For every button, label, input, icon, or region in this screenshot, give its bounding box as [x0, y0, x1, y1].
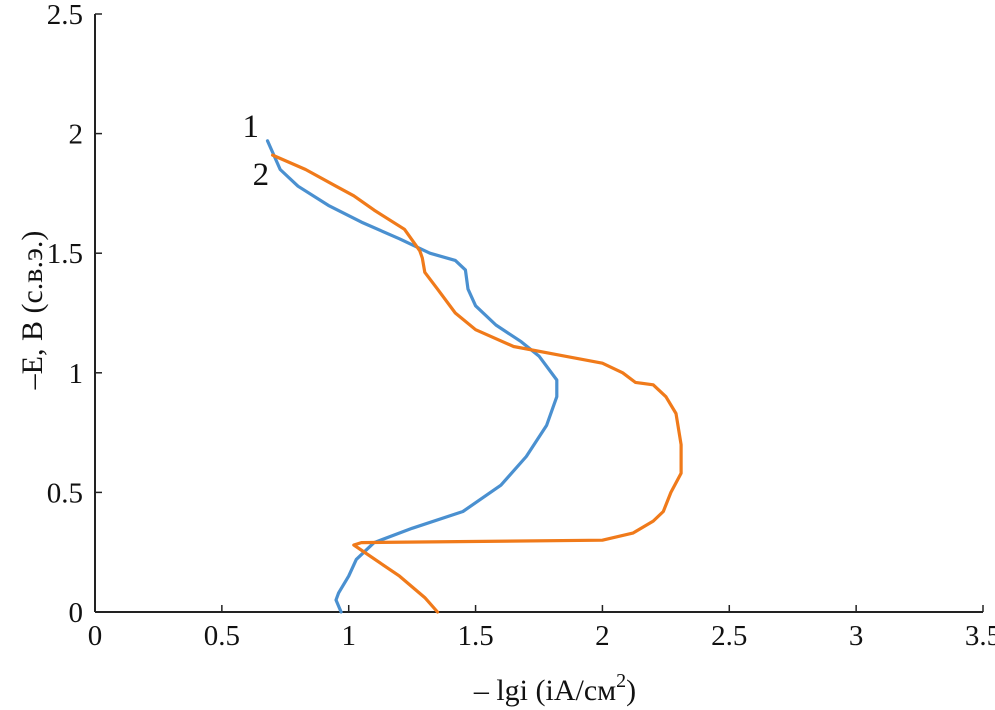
series-line-2 — [271, 153, 683, 614]
y-tick-label: 1.5 — [47, 238, 83, 270]
x-tick-label: 2 — [595, 620, 610, 652]
curve-labels: 12 — [243, 109, 270, 193]
curve-label-1: 1 — [243, 109, 259, 145]
x-tick-label: 3 — [849, 620, 864, 652]
y-axis-title: –E, B (с.в.э.) — [16, 231, 49, 391]
x-tick-label: 3.5 — [965, 620, 995, 652]
series-line-1 — [265, 139, 559, 614]
series-layer — [265, 139, 683, 614]
y-tick-label: 2 — [69, 119, 84, 151]
y-tick-label: 2.5 — [47, 0, 83, 31]
x-tick-label: 2.5 — [711, 620, 747, 652]
y-tick-label: 1 — [69, 358, 84, 390]
y-tick-label: 0 — [69, 597, 84, 629]
x-ticks: 0 0.5 1 1.5 2 2.5 3 3.5 — [88, 605, 995, 652]
x-tick-label: 0 — [88, 620, 103, 652]
x-tick-label: 1.5 — [457, 620, 493, 652]
y-tick-label: 0.5 — [47, 477, 83, 509]
x-axis-title: – lgi (iA/см2) — [473, 670, 636, 707]
x-tick-label: 1 — [341, 620, 356, 652]
curve-label-2: 2 — [253, 157, 270, 193]
y-ticks: 0 0.5 1 1.5 2 2.5 — [47, 0, 102, 629]
x-tick-label: 0.5 — [204, 620, 240, 652]
plot-axes — [94, 14, 983, 613]
